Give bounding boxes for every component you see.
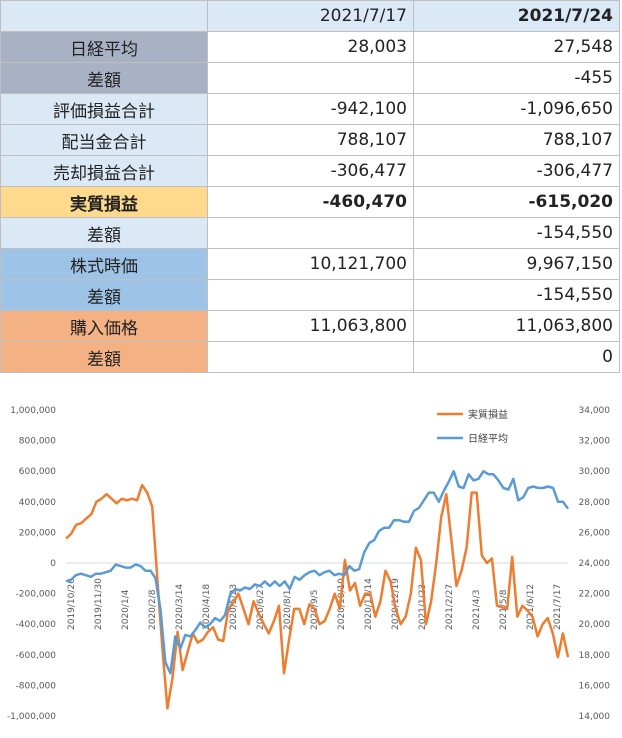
row-label-net-pl-diff: 差額 [0, 217, 208, 249]
net-pl-diff-1 [207, 217, 414, 249]
right-tick-label: 34,000 [579, 406, 611, 416]
purchase-diff-2: 0 [413, 341, 620, 373]
nikkei-diff-2: -455 [413, 62, 620, 94]
x-tick-label: 2020/8/1 [283, 590, 293, 630]
valuation-value-2: -1,096,650 [413, 93, 620, 125]
series-line-nikkei [65, 469, 570, 675]
x-tick-label: 2021/1/23 [418, 584, 428, 630]
right-tick-label: 20,000 [579, 620, 611, 630]
x-tick-label: 2019/10/26 [67, 578, 77, 630]
market-value-1: 10,121,700 [207, 248, 414, 280]
left-tick-label: 200,000 [19, 528, 56, 538]
nikkei-value-2: 27,548 [413, 31, 620, 63]
right-tick-label: 28,000 [579, 498, 611, 508]
table-row: 評価損益合計 -942,100 -1,096,650 [0, 93, 620, 125]
left-tick-label: -600,000 [16, 651, 57, 661]
realized-value-1: -306,477 [207, 155, 414, 187]
left-tick-label: 600,000 [19, 467, 56, 477]
row-label-nikkei: 日経平均 [0, 31, 208, 63]
x-tick-label: 2020/2/8 [148, 589, 158, 630]
market-diff-1 [207, 279, 414, 311]
row-label-net-pl: 実質損益 [0, 186, 208, 218]
table-row: 差額 -455 [0, 62, 620, 94]
right-tick-label: 16,000 [579, 681, 611, 691]
row-label-valuation: 評価損益合計 [0, 93, 208, 125]
table-row: 購入価格 11,063,800 11,063,800 [0, 310, 620, 342]
right-tick-label: 24,000 [579, 559, 611, 569]
x-tick-label: 2020/12/19 [391, 578, 401, 630]
x-tick-label: 2019/11/30 [94, 578, 104, 630]
row-label-purchase: 購入価格 [0, 310, 208, 342]
header-row: 2021/7/17 2021/7/24 [0, 0, 620, 32]
x-tick-label: 2020/5/23 [229, 584, 239, 630]
table-row: 差額 -154,550 [0, 279, 620, 311]
table-row: 差額 -154,550 [0, 217, 620, 249]
right-tick-label: 32,000 [579, 437, 611, 447]
realized-value-2: -306,477 [413, 155, 620, 187]
net-pl-diff-2: -154,550 [413, 217, 620, 249]
left-tick-label: -400,000 [16, 620, 57, 630]
x-tick-label: 2021/2/27 [445, 584, 455, 630]
purchase-value-1: 11,063,800 [207, 310, 414, 342]
left-tick-label: 0 [50, 559, 56, 569]
line-chart: -1,000,000 -800,000 -600,000 -400,000 -200,0… [0, 388, 622, 738]
purchase-value-2: 11,063,800 [413, 310, 620, 342]
date-header-2: 2021/7/24 [413, 0, 620, 32]
summary-table: 2021/7/17 2021/7/24 日経平均 28,003 27,548 差… [0, 0, 620, 373]
right-tick-label: 14,000 [579, 712, 611, 722]
valuation-value-1: -942,100 [207, 93, 414, 125]
right-axis-ticks: 14,000 16,000 18,000 20,000 22,000 24,000 26,0… [579, 406, 611, 722]
x-tick-label: 2020/11/14 [364, 578, 374, 630]
nikkei-diff-1 [207, 62, 414, 94]
net-pl-value-2: -615,020 [413, 186, 620, 218]
table-row: 配当金合計 788,107 788,107 [0, 124, 620, 156]
series-line-net-pl [65, 483, 570, 710]
dividend-value-1: 788,107 [207, 124, 414, 156]
row-label-purchase-diff: 差額 [0, 341, 208, 373]
table-row: 株式時価 10,121,700 9,967,150 [0, 248, 620, 280]
net-pl-value-1: -460,470 [207, 186, 414, 218]
market-diff-2: -154,550 [413, 279, 620, 311]
nikkei-value-1: 28,003 [207, 31, 414, 63]
table-row: 実質損益 -460,470 -615,020 [0, 186, 620, 218]
x-tick-label: 2020/1/4 [121, 589, 131, 630]
left-tick-label: -800,000 [16, 681, 57, 691]
left-tick-label: 800,000 [19, 437, 56, 447]
right-tick-label: 30,000 [579, 467, 611, 477]
x-tick-label: 2021/7/17 [553, 584, 563, 630]
x-tick-label: 2020/4/18 [202, 584, 212, 630]
x-tick-label: 2020/3/14 [175, 584, 185, 630]
corner-cell [0, 0, 208, 32]
x-tick-label: 2021/4/3 [472, 590, 482, 630]
row-label-nikkei-diff: 差額 [0, 62, 208, 94]
row-label-dividend: 配当金合計 [0, 124, 208, 156]
table-row: 差額 0 [0, 341, 620, 373]
right-tick-label: 22,000 [579, 590, 611, 600]
row-label-realized: 売却損益合計 [0, 155, 208, 187]
left-tick-label: -200,000 [16, 590, 57, 600]
dividend-value-2: 788,107 [413, 124, 620, 156]
market-value-2: 9,967,150 [413, 248, 620, 280]
x-tick-label: 2020/10/10 [337, 578, 347, 630]
table-row: 売却損益合計 -306,477 -306,477 [0, 155, 620, 187]
left-tick-label: -1,000,000 [7, 712, 56, 722]
date-header-1: 2021/7/17 [207, 0, 414, 32]
legend-label-nikkei: 日経平均 [468, 432, 508, 445]
x-tick-label: 2021/5/8 [499, 589, 509, 630]
purchase-diff-1 [207, 341, 414, 373]
x-tick-label: 2021/6/12 [526, 584, 536, 630]
right-tick-label: 26,000 [579, 528, 611, 538]
row-label-market-diff: 差額 [0, 279, 208, 311]
x-tick-label: 2020/6/27 [256, 584, 266, 630]
left-tick-label: 1,000,000 [10, 406, 56, 416]
right-tick-label: 18,000 [579, 651, 611, 661]
legend-label-net-pl: 実質損益 [468, 408, 508, 421]
left-tick-label: 400,000 [19, 498, 56, 508]
table-row: 日経平均 28,003 27,548 [0, 31, 620, 63]
row-label-market-value: 株式時価 [0, 248, 208, 280]
left-axis-ticks: -1,000,000 -800,000 -600,000 -400,000 -200,0… [7, 406, 56, 722]
legend: 実質損益 日経平均 [437, 408, 508, 445]
